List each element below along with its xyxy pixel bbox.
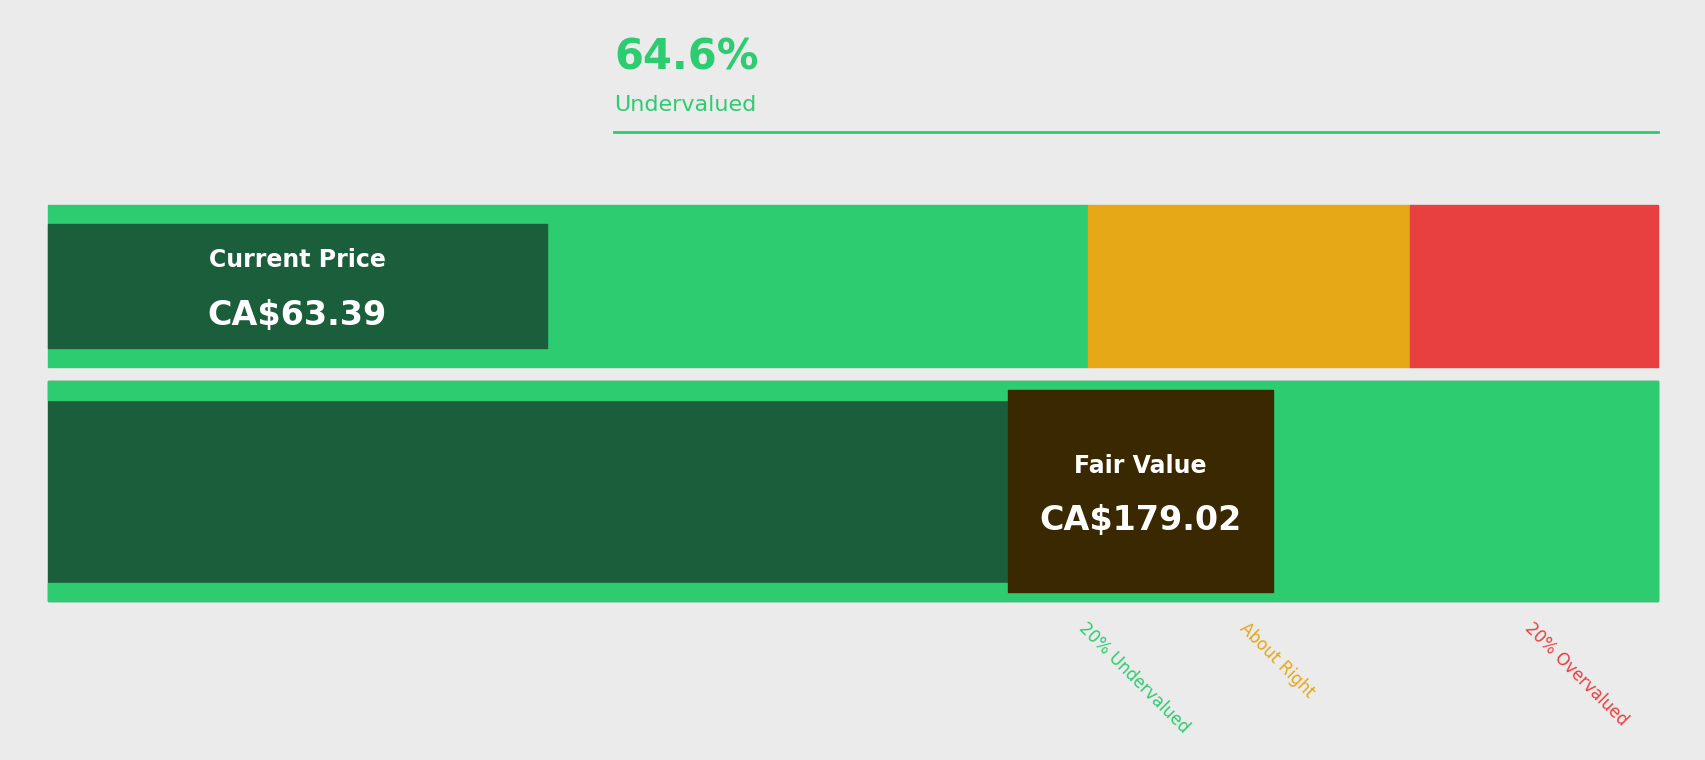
Text: Undervalued: Undervalued bbox=[614, 95, 755, 116]
Text: 64.6%: 64.6% bbox=[614, 36, 759, 78]
Bar bbox=[1410, 205, 1657, 366]
Text: About Right: About Right bbox=[1236, 619, 1318, 701]
Text: 20% Overvalued: 20% Overvalued bbox=[1521, 619, 1630, 730]
Bar bbox=[48, 205, 1088, 366]
Bar bbox=[48, 382, 1657, 601]
Text: 20% Undervalued: 20% Undervalued bbox=[1074, 619, 1192, 737]
Text: Fair Value: Fair Value bbox=[1074, 454, 1205, 477]
Bar bbox=[1088, 400, 1657, 583]
Bar bbox=[48, 223, 547, 348]
Bar bbox=[48, 583, 1657, 601]
Bar bbox=[1008, 391, 1272, 592]
Bar bbox=[48, 382, 1657, 400]
Bar bbox=[1088, 205, 1410, 366]
Text: Current Price: Current Price bbox=[208, 249, 385, 272]
Text: CA$179.02: CA$179.02 bbox=[1038, 504, 1241, 537]
Text: CA$63.39: CA$63.39 bbox=[208, 299, 387, 332]
